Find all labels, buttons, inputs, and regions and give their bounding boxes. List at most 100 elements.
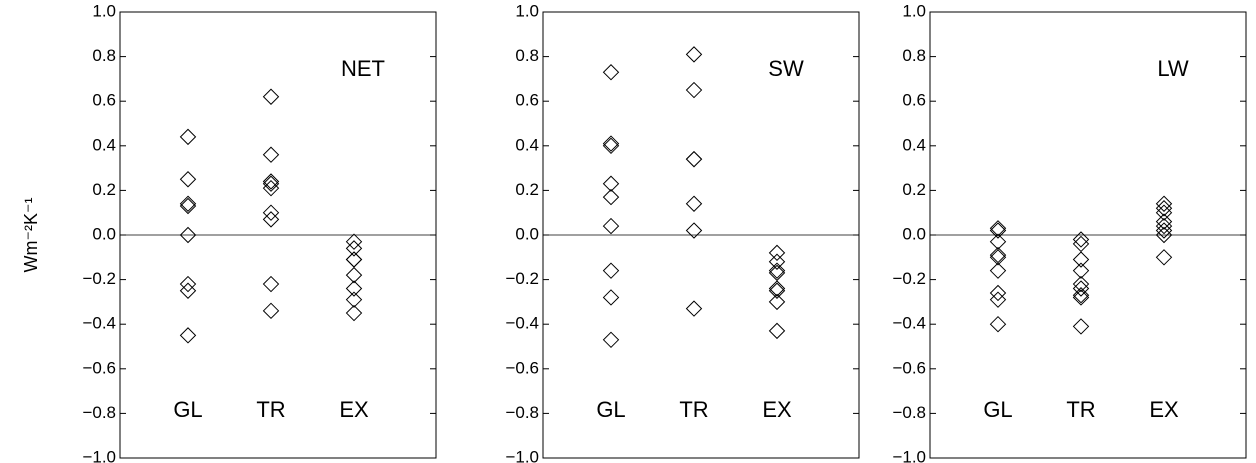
y-tick-label: −0.4: [505, 314, 539, 333]
point: [768, 282, 786, 299]
y-tick-label: −0.6: [82, 358, 116, 377]
y-tick-label: 1.0: [92, 1, 116, 20]
point: [602, 64, 620, 81]
point: [179, 226, 197, 244]
point: [602, 137, 620, 155]
point: [262, 173, 280, 190]
y-tick-label: −0.2: [505, 269, 539, 288]
point: [262, 302, 280, 320]
point: [345, 251, 363, 268]
point: [179, 197, 197, 215]
y-axis-label: Wm⁻²K⁻¹: [21, 198, 41, 273]
point: [1155, 249, 1173, 266]
panel-label: NET: [341, 56, 385, 81]
y-tick-label: 0.8: [515, 46, 539, 65]
y-tick-label: 0.6: [515, 91, 539, 110]
point: [262, 175, 280, 192]
point: [345, 291, 363, 308]
y-tick-label: 0.0: [92, 224, 116, 243]
point: [989, 284, 1007, 302]
y-tick-label: −0.4: [892, 314, 926, 333]
point: [262, 211, 280, 228]
point: [262, 204, 280, 221]
point: [602, 262, 620, 279]
point: [768, 280, 786, 297]
point: [685, 150, 703, 168]
point: [1072, 251, 1090, 268]
y-tick-label: 0.0: [902, 224, 926, 243]
y-tick-label: −1.0: [505, 447, 539, 463]
point: [345, 280, 363, 297]
point: [685, 222, 703, 239]
point: [768, 293, 786, 311]
point: [1155, 222, 1173, 239]
y-tick-label: 0.4: [902, 135, 926, 154]
point: [602, 135, 620, 152]
point: [179, 128, 197, 146]
y-tick-label: 0.0: [515, 224, 539, 243]
point: [602, 289, 620, 306]
panel-label: SW: [768, 56, 804, 81]
y-tick-label: −0.8: [82, 403, 116, 422]
y-tick-label: −0.8: [892, 403, 926, 422]
y-tick-label: −0.6: [505, 358, 539, 377]
point: [1072, 275, 1090, 293]
point: [989, 222, 1007, 239]
point: [685, 46, 703, 63]
point: [1155, 200, 1173, 217]
point: [685, 195, 703, 212]
point: [1155, 195, 1173, 212]
y-tick-label: 1.0: [515, 1, 539, 20]
point: [989, 249, 1007, 266]
point: [989, 220, 1007, 237]
category-label: EX: [1149, 397, 1179, 422]
point: [1155, 204, 1173, 221]
point: [262, 146, 280, 163]
point: [768, 244, 786, 262]
category-label: EX: [762, 397, 792, 422]
point: [179, 171, 197, 188]
point: [345, 240, 363, 257]
category-label: TR: [679, 397, 708, 422]
point: [179, 195, 197, 212]
category-label: TR: [1066, 397, 1095, 422]
point: [989, 262, 1007, 279]
point: [602, 331, 620, 349]
category-label: TR: [256, 397, 285, 422]
point: [1072, 289, 1090, 306]
point: [262, 275, 280, 293]
y-tick-label: 1.0: [902, 1, 926, 20]
y-tick-label: 0.8: [92, 46, 116, 65]
point: [345, 251, 363, 268]
y-tick-label: −0.8: [505, 403, 539, 422]
y-tick-label: −1.0: [892, 447, 926, 463]
point: [1072, 262, 1090, 279]
point: [602, 217, 620, 235]
point: [179, 282, 197, 299]
y-tick-label: 0.6: [92, 91, 116, 110]
point: [345, 304, 363, 322]
y-tick-label: 0.4: [92, 135, 116, 154]
point: [179, 327, 197, 344]
y-tick-label: 0.6: [902, 91, 926, 110]
y-tick-label: −0.2: [82, 269, 116, 288]
point: [768, 262, 786, 279]
point: [345, 266, 363, 284]
category-label: GL: [173, 397, 202, 422]
point: [685, 300, 703, 317]
y-tick-label: −0.6: [892, 358, 926, 377]
point: [262, 179, 280, 197]
point: [1155, 213, 1173, 230]
y-tick-label: −0.2: [892, 269, 926, 288]
point: [179, 275, 197, 293]
point: [1072, 318, 1090, 335]
point: [685, 81, 703, 99]
y-tick-label: 0.4: [515, 135, 539, 154]
point: [1155, 226, 1173, 244]
point: [768, 253, 786, 270]
point: [1072, 280, 1090, 297]
point: [1072, 235, 1090, 253]
point: [989, 291, 1007, 308]
y-tick-label: 0.2: [902, 180, 926, 199]
y-tick-label: 0.2: [515, 180, 539, 199]
